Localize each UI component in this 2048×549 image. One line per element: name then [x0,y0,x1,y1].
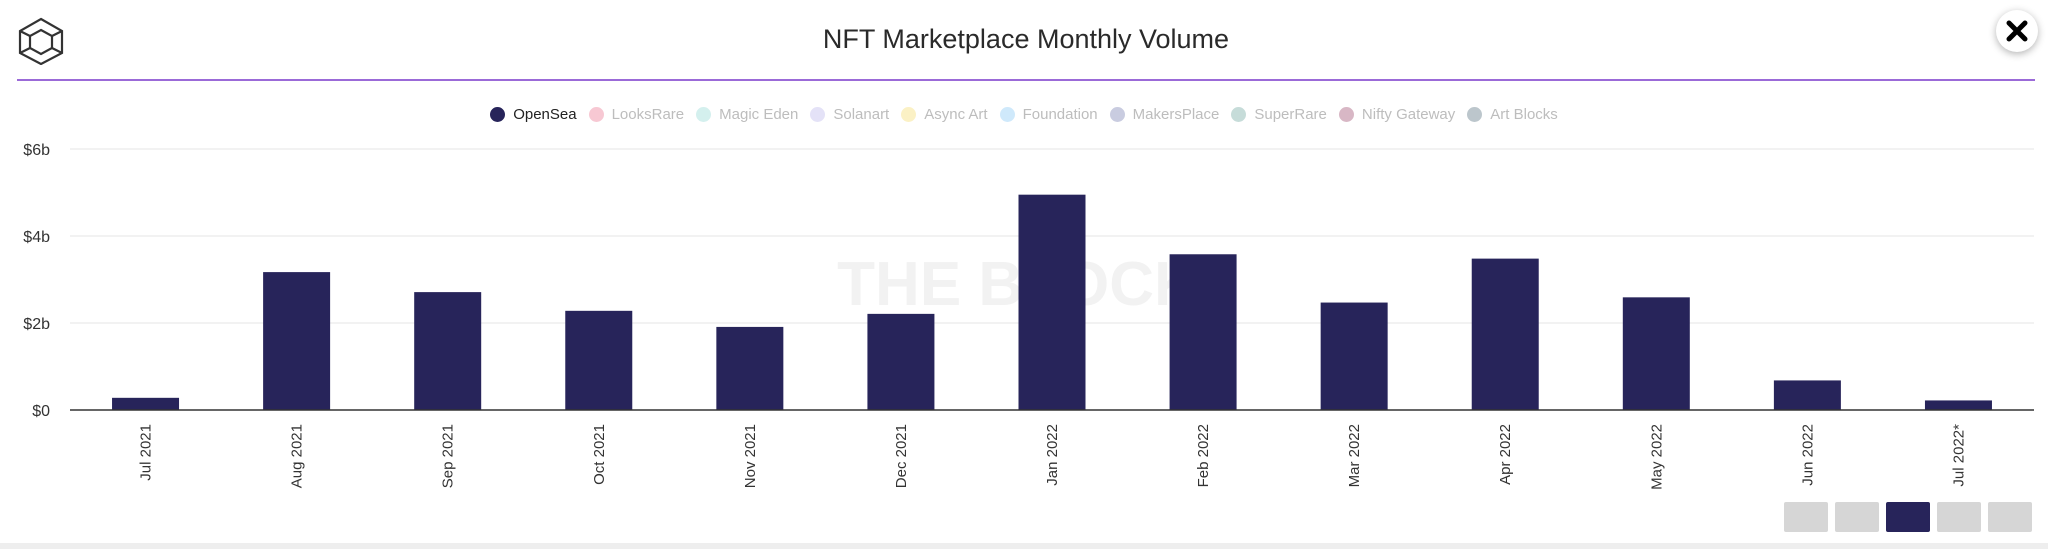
legend-item-magic-eden[interactable]: Magic Eden [696,106,798,123]
legend-item-solanart[interactable]: Solanart [810,106,889,123]
legend-item-makersplace[interactable]: MakersPlace [1109,106,1220,123]
bar-apr-2022 [1471,258,1539,410]
legend-dot [1467,107,1483,122]
legend-item-looksrare[interactable]: LooksRare [588,106,685,123]
bar-jun-2022 [1773,380,1841,410]
legend-item-art-blocks[interactable]: Art Blocks [1467,106,1558,123]
legend-item-superrare[interactable]: SuperRare [1231,106,1327,123]
chart-pager [1784,502,2032,532]
close-icon [2006,20,2028,42]
legend-item-nifty-gateway[interactable]: Nifty Gateway [1338,106,1456,123]
legend-label: Nifty Gateway [1361,106,1456,123]
x-tick-label: Apr 2022 [1497,424,1514,485]
legend-label: MakersPlace [1132,106,1220,123]
x-tick-label: Mar 2022 [1346,424,1363,487]
bar-jul-2022- [1924,400,1992,410]
the-block-cube-logo-icon [18,17,64,65]
pager-button-1[interactable] [1784,502,1828,532]
legend-dot [1231,107,1247,122]
legend-label: Magic Eden [719,106,799,123]
x-tick-label: Sep 2021 [440,424,457,488]
bar-feb-2022 [1169,254,1237,410]
legend-label: Solanart [833,106,890,123]
x-tick-label: Nov 2021 [742,424,759,488]
bar-dec-2021 [867,313,935,410]
legend-dot [490,107,506,122]
legend-dot [901,107,917,122]
x-tick-label: Jan 2022 [1044,424,1061,486]
bar-nov-2021 [716,326,784,410]
pager-button-2[interactable] [1835,502,1879,532]
bar-may-2022 [1622,297,1690,410]
bar-jul-2021 [112,397,180,410]
x-tick-label: Jul 2021 [138,424,155,481]
y-tick-label: $0 [32,403,50,420]
bar-chart: THE BLOCK $0 $2b $4b $6b Jul 2021 Aug 2021 Sep … [23,142,2034,490]
x-tick-label: Jul 2022* [1950,424,1967,487]
legend-dot [1109,107,1125,122]
x-tick-label: Oct 2021 [591,424,608,485]
pager-button-4[interactable] [1937,502,1981,532]
legend-dot [810,107,826,122]
chart-title: NFT Marketplace Monthly Volume [822,24,1230,54]
legend-label: Art Blocks [1490,106,1558,123]
x-tick-label: Jun 2022 [1799,424,1816,486]
y-tick-label: $4b [23,229,50,246]
legend-label: OpenSea [513,106,577,123]
chart-legend: OpenSea LooksRare Magic Eden Solanart Async … [0,106,2048,123]
bottom-divider [0,543,2048,549]
legend-label: Async Art [924,106,988,123]
x-tick-label: May 2022 [1648,424,1665,490]
close-button[interactable] [1996,10,2038,52]
legend-item-foundation[interactable]: Foundation [999,106,1098,123]
bar-mar-2022 [1320,302,1388,410]
chart-header: NFT Marketplace Monthly Volume [17,0,2035,81]
legend-dot [999,107,1015,122]
legend-dot [696,107,712,122]
watermark: THE BLOCK [837,250,1199,319]
x-tick-label: Dec 2021 [893,424,910,488]
bar-sep-2021 [414,292,482,410]
y-tick-label: $6b [23,142,50,159]
pager-button-3[interactable] [1886,502,1930,532]
x-tick-label: Feb 2022 [1195,424,1212,487]
legend-item-async-art[interactable]: Async Art [901,106,988,123]
bar-aug-2021 [263,272,331,410]
x-tick-label: Aug 2021 [289,424,306,488]
legend-label: Foundation [1022,106,1098,123]
legend-label: SuperRare [1254,106,1327,123]
pager-button-5[interactable] [1988,502,2032,532]
legend-dot [588,107,604,122]
legend-dot [1338,107,1354,122]
bar-oct-2021 [565,310,633,410]
y-tick-label: $2b [23,316,50,333]
bar-jan-2022 [1018,194,1086,410]
legend-label: LooksRare [611,106,685,123]
legend-item-opensea[interactable]: OpenSea [490,106,577,123]
